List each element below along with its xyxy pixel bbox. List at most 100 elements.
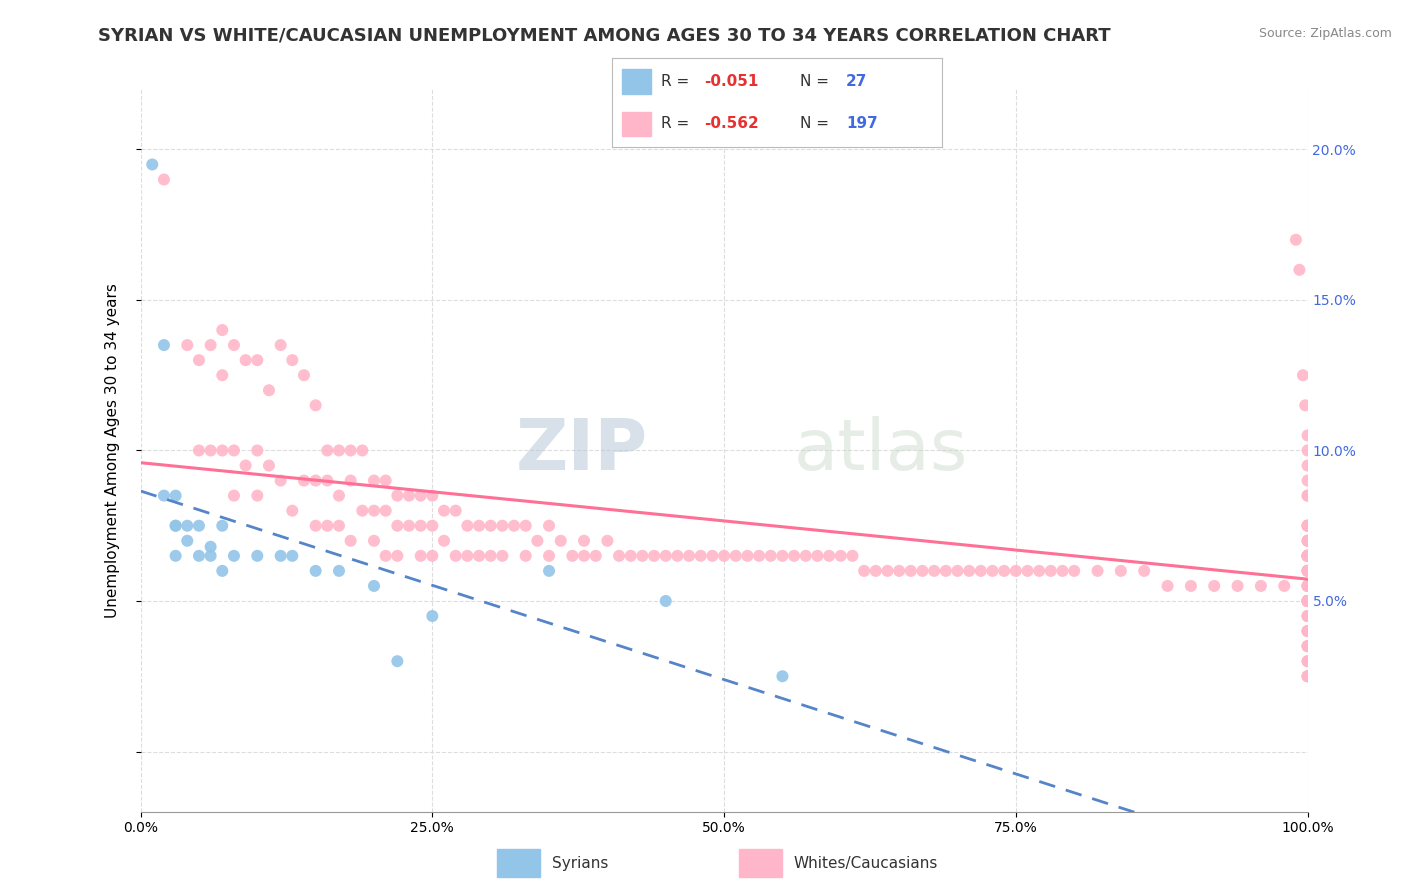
Point <box>1296 669 1319 683</box>
Point <box>328 443 350 458</box>
Text: R =: R = <box>661 74 689 88</box>
Point <box>1296 624 1319 639</box>
Point <box>1180 579 1202 593</box>
Bar <box>621 69 651 94</box>
Point <box>153 338 176 352</box>
Point <box>281 353 304 368</box>
Point <box>1052 564 1074 578</box>
Point <box>1288 262 1310 277</box>
Point <box>724 549 747 563</box>
Point <box>561 549 583 563</box>
Point <box>1296 549 1319 563</box>
Point <box>456 549 478 563</box>
Bar <box>621 112 651 136</box>
Point <box>352 443 374 458</box>
Point <box>1028 564 1050 578</box>
Point <box>1296 594 1319 608</box>
Text: Syrians: Syrians <box>551 855 609 871</box>
Point <box>363 474 385 488</box>
Text: SYRIAN VS WHITE/CAUCASIAN UNEMPLOYMENT AMONG AGES 30 TO 34 YEARS CORRELATION CHA: SYRIAN VS WHITE/CAUCASIAN UNEMPLOYMENT A… <box>98 27 1111 45</box>
Point <box>422 609 444 624</box>
Point <box>281 503 304 517</box>
Point <box>176 518 198 533</box>
Point <box>1296 549 1319 563</box>
Point <box>655 594 678 608</box>
Point <box>363 533 385 548</box>
Point <box>772 669 794 683</box>
Point <box>1296 594 1319 608</box>
Point <box>1296 624 1319 639</box>
Point <box>1296 549 1319 563</box>
Point <box>1109 564 1132 578</box>
Point <box>993 564 1015 578</box>
Bar <box>498 849 540 877</box>
Point <box>339 474 361 488</box>
Point <box>1296 594 1319 608</box>
Point <box>1204 579 1226 593</box>
Text: atlas: atlas <box>794 416 969 485</box>
Point <box>1294 398 1316 412</box>
Point <box>246 549 269 563</box>
Point <box>352 503 374 517</box>
Point <box>1296 594 1319 608</box>
Point <box>1296 609 1319 624</box>
Point <box>374 549 396 563</box>
Point <box>165 518 187 533</box>
Point <box>211 368 233 383</box>
Point <box>1296 579 1319 593</box>
Point <box>468 518 491 533</box>
Point <box>1296 533 1319 548</box>
Point <box>316 518 339 533</box>
Point <box>422 489 444 503</box>
Point <box>1296 579 1319 593</box>
Point <box>1296 594 1319 608</box>
Point <box>188 549 211 563</box>
Bar <box>740 849 782 877</box>
Point <box>1296 579 1319 593</box>
Point <box>935 564 957 578</box>
Point <box>444 503 467 517</box>
Text: Whites/Caucasians: Whites/Caucasians <box>793 855 938 871</box>
Point <box>270 549 292 563</box>
Point <box>153 172 176 186</box>
Point <box>270 474 292 488</box>
Point <box>316 443 339 458</box>
Point <box>1296 549 1319 563</box>
Point <box>468 549 491 563</box>
Point <box>1087 564 1109 578</box>
Point <box>1296 639 1319 653</box>
Point <box>491 549 513 563</box>
Point <box>211 443 233 458</box>
Point <box>1296 428 1319 442</box>
Point <box>339 533 361 548</box>
Point <box>713 549 735 563</box>
Point <box>900 564 922 578</box>
Point <box>409 549 432 563</box>
Text: -0.051: -0.051 <box>704 74 758 88</box>
Point <box>165 518 187 533</box>
Point <box>491 518 513 533</box>
Point <box>292 368 315 383</box>
Point <box>176 338 198 352</box>
Point <box>363 579 385 593</box>
Point <box>1296 639 1319 653</box>
Point <box>981 564 1004 578</box>
Point <box>479 549 502 563</box>
Point <box>153 489 176 503</box>
Point <box>1296 443 1319 458</box>
Point <box>1296 564 1319 578</box>
Point <box>515 518 537 533</box>
Point <box>433 533 456 548</box>
Point <box>702 549 724 563</box>
Point <box>305 518 328 533</box>
Point <box>666 549 689 563</box>
Y-axis label: Unemployment Among Ages 30 to 34 years: Unemployment Among Ages 30 to 34 years <box>105 283 120 618</box>
Point <box>1296 564 1319 578</box>
Point <box>689 549 711 563</box>
Point <box>806 549 828 563</box>
Point <box>270 338 292 352</box>
Point <box>1156 579 1178 593</box>
Point <box>1296 669 1319 683</box>
Point <box>444 549 467 563</box>
Point <box>1226 579 1249 593</box>
